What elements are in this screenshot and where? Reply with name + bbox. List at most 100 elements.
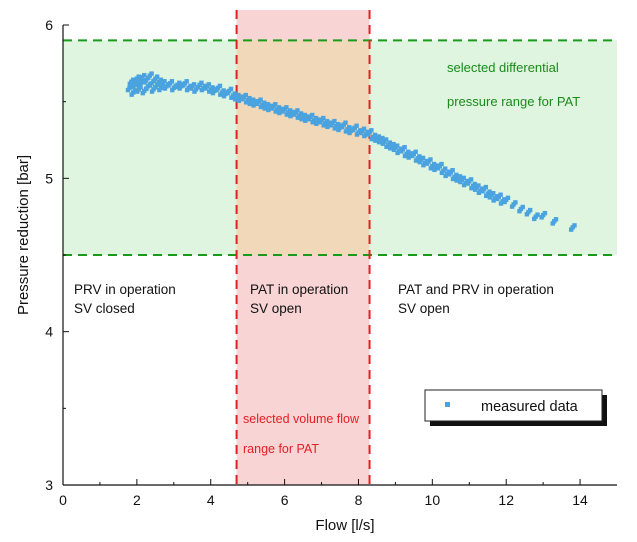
data-point — [277, 110, 282, 116]
data-point — [129, 92, 134, 97]
x-tick-label: 0 — [59, 492, 67, 508]
data-point — [542, 210, 548, 216]
data-point — [391, 147, 397, 153]
data-point — [314, 121, 319, 126]
data-point — [450, 168, 455, 173]
data-point — [498, 192, 503, 197]
zone2-label-line1: PAT in operation — [250, 282, 348, 297]
data-point — [276, 105, 282, 110]
data-point — [258, 97, 263, 102]
data-point — [159, 83, 164, 88]
data-point — [273, 109, 278, 114]
data-point — [225, 90, 230, 96]
data-point — [232, 97, 238, 102]
data-point — [465, 181, 470, 186]
data-point — [247, 101, 253, 107]
data-point — [313, 115, 319, 121]
data-point — [365, 132, 371, 137]
data-point — [324, 118, 330, 124]
data-point — [325, 124, 330, 130]
data-point — [439, 161, 444, 167]
data-point — [539, 215, 544, 220]
data-point — [299, 117, 304, 122]
data-point — [428, 157, 433, 162]
data-point — [184, 87, 190, 93]
data-point — [192, 89, 197, 94]
data-point — [240, 97, 245, 102]
data-point — [384, 144, 389, 149]
data-point — [130, 77, 136, 82]
red-range-label-line2: range for PAT — [243, 442, 319, 456]
data-point — [362, 133, 367, 139]
data-point — [421, 163, 426, 168]
data-point — [524, 212, 530, 217]
data-point — [321, 115, 326, 121]
data-point — [450, 176, 456, 182]
data-point — [372, 132, 378, 138]
data-point — [505, 195, 511, 200]
data-point — [136, 83, 142, 88]
data-point — [125, 87, 131, 93]
zone3-label-line1: PAT and PRV in operation — [398, 282, 554, 297]
data-point — [221, 94, 227, 99]
data-point — [321, 123, 326, 128]
data-point — [262, 100, 267, 105]
legend: measured data — [424, 389, 607, 426]
data-point — [424, 161, 430, 166]
data-point — [376, 140, 382, 145]
data-point — [236, 98, 241, 103]
scatter-points — [125, 71, 577, 232]
data-point — [166, 83, 171, 88]
data-point — [133, 78, 138, 84]
data-point — [413, 149, 418, 154]
data-point — [173, 84, 179, 90]
data-point — [288, 113, 293, 119]
data-point — [195, 84, 201, 90]
data-point — [218, 92, 223, 97]
data-point — [395, 150, 400, 156]
data-point — [221, 88, 226, 93]
legend-box — [424, 389, 603, 422]
data-point — [149, 89, 155, 94]
data-point — [306, 117, 312, 122]
data-point — [443, 173, 448, 179]
data-point — [428, 166, 434, 171]
data-point — [298, 111, 304, 116]
data-point — [395, 143, 400, 148]
data-point — [147, 83, 153, 88]
x-tick-label: 14 — [572, 492, 588, 508]
data-point — [181, 83, 186, 88]
data-point — [131, 84, 136, 90]
data-point — [432, 167, 437, 172]
y-tick-label: 5 — [45, 170, 53, 186]
data-point — [287, 108, 293, 113]
data-point — [135, 89, 140, 94]
data-point — [491, 191, 496, 196]
data-point — [228, 86, 234, 92]
data-point — [154, 74, 160, 79]
data-point — [258, 104, 264, 110]
data-point — [210, 85, 215, 90]
highlight-regions — [63, 10, 617, 485]
data-point — [358, 130, 363, 136]
x-tick-label: 4 — [207, 492, 215, 508]
data-point — [383, 137, 389, 142]
data-point — [335, 122, 341, 127]
annotations: selected differential pressure range for… — [74, 60, 580, 456]
data-point — [229, 95, 234, 100]
data-point — [472, 187, 478, 192]
data-point — [458, 179, 463, 185]
data-point — [146, 75, 151, 80]
data-point — [406, 155, 411, 160]
zone3-label-line2: SV open — [398, 301, 450, 316]
data-point — [354, 123, 359, 128]
data-point — [269, 106, 275, 111]
x-tick-label: 10 — [425, 492, 441, 508]
data-point — [317, 120, 323, 125]
data-point — [332, 126, 338, 131]
data-point — [402, 145, 407, 150]
data-point — [487, 189, 492, 194]
y-tick-label: 6 — [45, 17, 53, 33]
data-point — [553, 217, 559, 222]
data-point — [199, 80, 204, 85]
